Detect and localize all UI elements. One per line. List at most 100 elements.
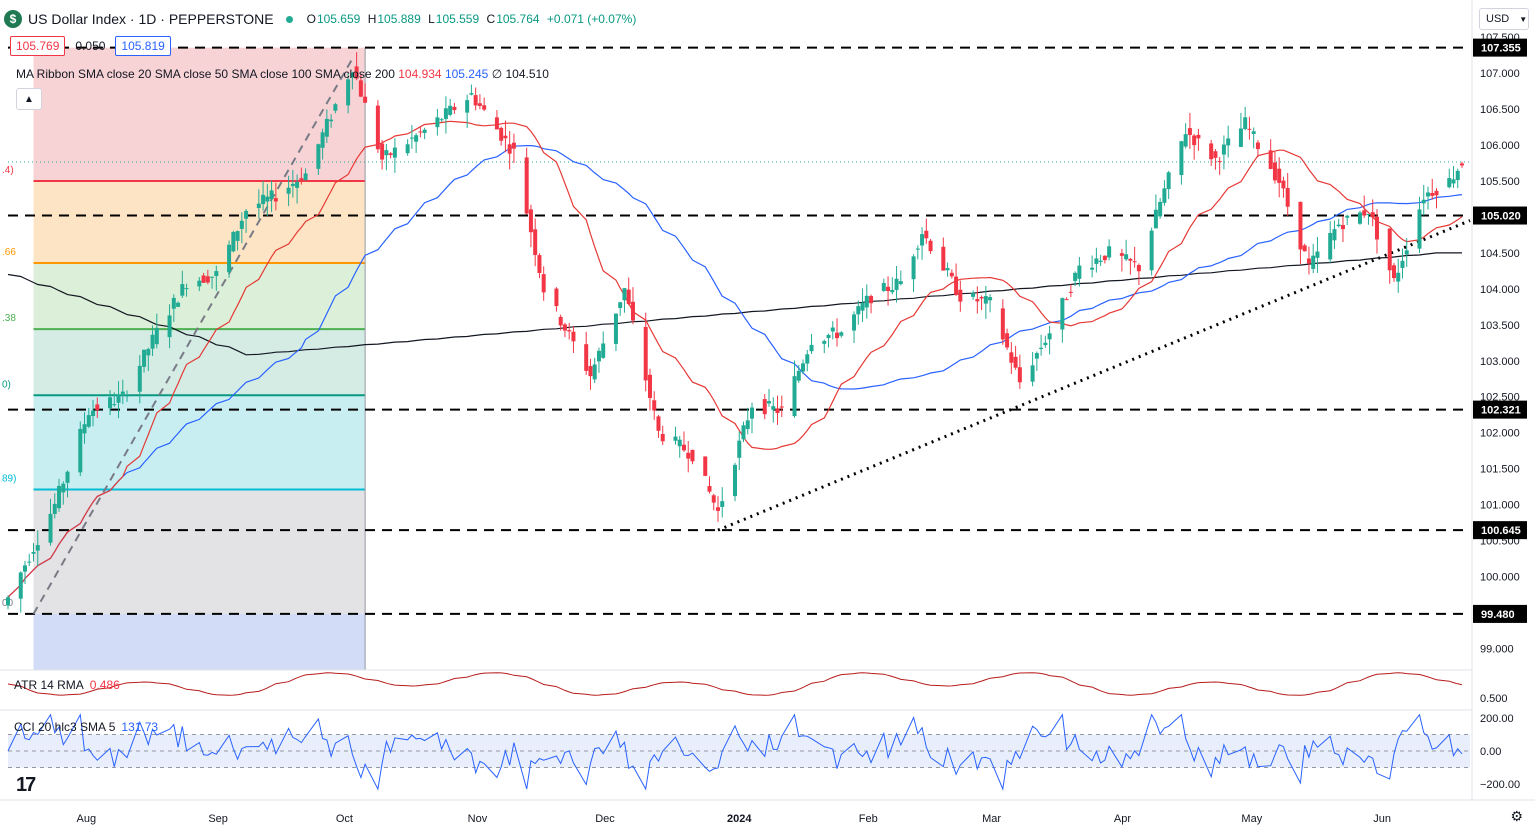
candle-body (1043, 342, 1048, 346)
candle-body (295, 181, 300, 188)
x-tick-label: May (1241, 813, 1262, 825)
candle-body (554, 288, 559, 307)
tradingview-logo[interactable]: 17 (16, 774, 36, 796)
candle-body (86, 415, 91, 427)
candle-body (1447, 178, 1452, 188)
candle-body (1060, 298, 1065, 330)
candle-body (108, 397, 113, 409)
candle-body (949, 272, 954, 277)
buy-price-button[interactable]: 105.819 (115, 36, 171, 56)
candle-body (707, 485, 712, 492)
candle-body (299, 178, 304, 182)
candle-body (856, 306, 861, 315)
candle-body (1098, 260, 1103, 262)
candle-body (1311, 255, 1316, 269)
candle-body (452, 106, 457, 111)
atr-tick-label: 0.500 (1480, 693, 1508, 705)
cci-line (7, 713, 1463, 791)
y-tick-label: 106.000 (1480, 140, 1520, 152)
candle-body (388, 153, 393, 155)
candle-body (898, 281, 903, 285)
candle-body (673, 436, 678, 441)
candle-body (244, 210, 249, 219)
candle-body (1306, 258, 1311, 264)
candle-body (227, 244, 232, 273)
candle-body (945, 268, 950, 271)
candle-body (422, 129, 427, 133)
candle-body (1119, 253, 1124, 256)
candle-body (792, 376, 797, 417)
fib-label: 89) (2, 474, 16, 485)
candle-body (35, 545, 40, 551)
candle-body (448, 105, 453, 115)
candle-body (116, 394, 121, 403)
candle-body (1153, 209, 1158, 229)
candle-body (1404, 250, 1409, 255)
atr-legend[interactable]: ATR 14 RMA 0.486 (14, 678, 120, 692)
level-price-tag (1473, 206, 1527, 225)
collapse-legend-button[interactable]: ▲ (16, 88, 42, 110)
candle-body (435, 117, 440, 128)
spread-value: 0.050 (75, 39, 106, 53)
candle-body (392, 147, 397, 158)
sma20-value: 104.934 (398, 67, 442, 81)
candle-body (894, 278, 899, 290)
candle-body (613, 313, 618, 344)
gear-icon[interactable]: ⚙ (1510, 808, 1523, 824)
candle-body (643, 326, 648, 381)
sell-price-button[interactable]: 105.769 (10, 36, 66, 56)
level-price-tag (1473, 604, 1527, 623)
candle-body (1090, 267, 1095, 270)
candle-body (31, 552, 36, 554)
candle-body (482, 105, 487, 110)
candle-body (537, 255, 542, 274)
fib-label: .38 (2, 313, 16, 324)
candle-body (269, 190, 274, 200)
level-price-tag (1473, 400, 1527, 419)
candle-body (171, 297, 176, 309)
x-tick-label: Oct (336, 813, 353, 825)
candle-body (1430, 192, 1435, 196)
candle-body (137, 365, 142, 392)
candle-body (27, 561, 32, 563)
candle-body (1366, 214, 1371, 216)
candle-body (473, 95, 478, 106)
level-price-tag (1473, 521, 1527, 540)
candle-body (1370, 212, 1375, 218)
candle-body (622, 288, 627, 301)
candle-body (647, 374, 652, 398)
level-price-label: 102.321 (1481, 405, 1521, 417)
candle-body (677, 439, 682, 447)
candle-body (1434, 190, 1439, 196)
candle-body (499, 127, 504, 141)
fib-zone-3 (33, 329, 366, 396)
market-status-dot-icon (285, 15, 293, 23)
currency-selector[interactable]: USD ▼ (1479, 8, 1529, 30)
candle-body (1226, 138, 1231, 146)
candle-body (562, 324, 567, 331)
y-tick-label: 99.000 (1480, 643, 1514, 655)
candle-body (494, 117, 499, 130)
ma-ribbon-legend[interactable]: MA Ribbon SMA close 20 SMA close 50 SMA … (16, 67, 549, 81)
candle-body (775, 408, 780, 414)
candle-body (82, 424, 87, 434)
candle-body (686, 452, 691, 459)
candle-body (1251, 131, 1256, 135)
candle-body (852, 314, 857, 331)
chevron-down-icon: ▼ (1519, 14, 1528, 24)
candle-body (265, 196, 270, 202)
candle-body (1039, 347, 1044, 350)
candle-body (1166, 172, 1171, 190)
candle-body (750, 407, 755, 419)
y-tick-label: 104.500 (1480, 248, 1520, 260)
cci-tick-label: −200.00 (1480, 779, 1520, 791)
candle-body (592, 364, 597, 380)
candle-body (197, 280, 202, 287)
cci-legend[interactable]: CCI 20 hlc3 SMA 5 131.73 (14, 720, 158, 734)
candle-body (1451, 179, 1456, 184)
trade-boxes: 105.769 0.050 105.819 (10, 36, 171, 56)
symbol-title[interactable]: US Dollar Index · 1D · PEPPERSTONE (28, 11, 274, 27)
candle-body (958, 289, 963, 302)
candle-body (796, 370, 801, 381)
